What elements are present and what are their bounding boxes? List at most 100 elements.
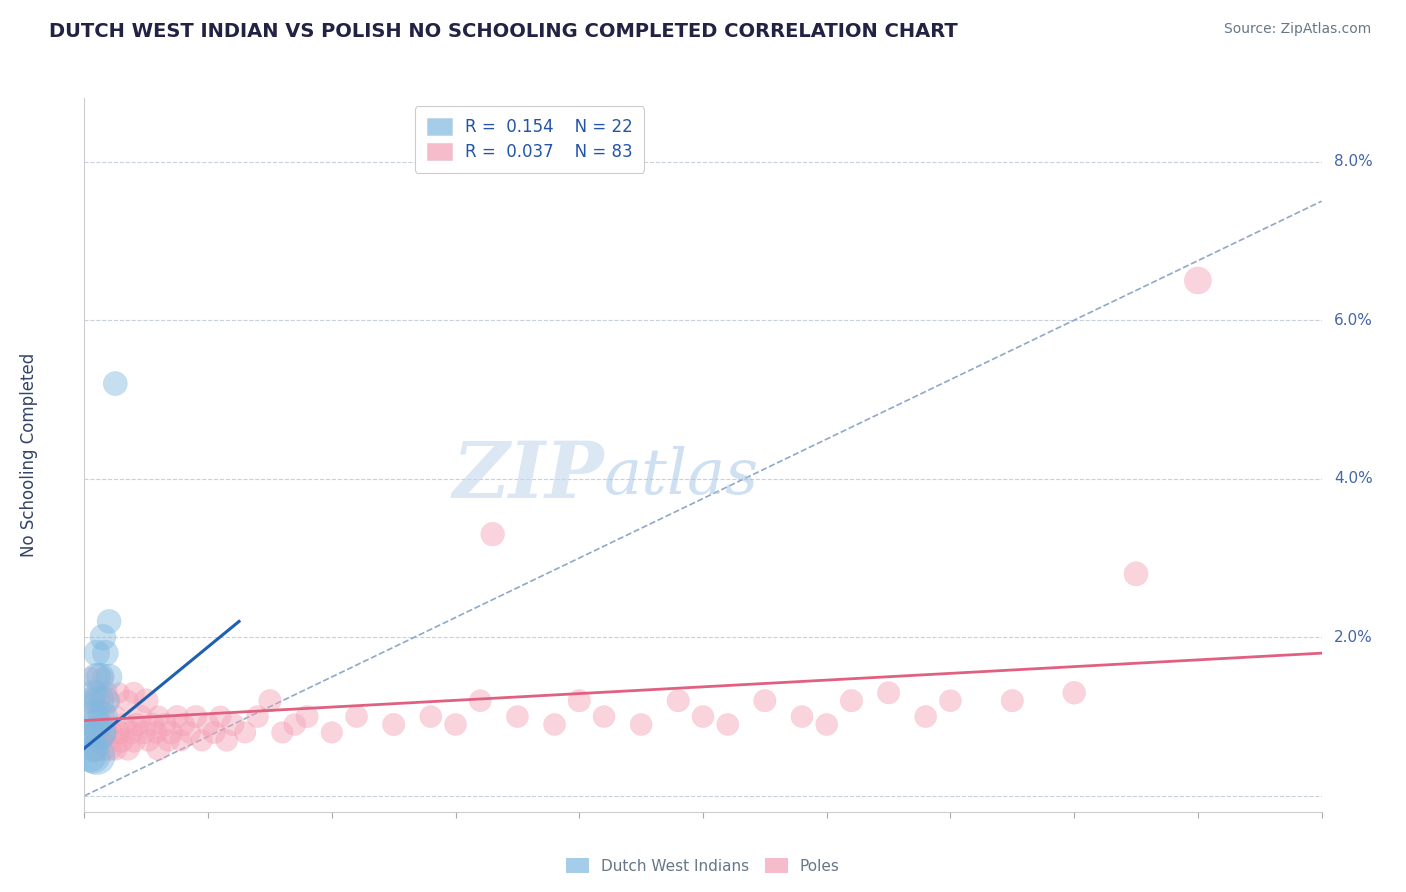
- Point: [98, 694, 121, 708]
- Point: [83, 741, 105, 756]
- Point: [153, 717, 176, 731]
- Legend: Dutch West Indians, Poles: Dutch West Indians, Poles: [560, 852, 846, 880]
- Point: [117, 694, 139, 708]
- Point: [79, 725, 101, 739]
- Point: [593, 709, 616, 723]
- Text: atlas: atlas: [605, 445, 759, 508]
- Point: [346, 709, 368, 723]
- Point: [86, 686, 108, 700]
- Point: [815, 717, 838, 731]
- Point: [104, 709, 127, 723]
- Point: [543, 717, 565, 731]
- Point: [91, 630, 114, 644]
- Legend: R =  0.154    N = 22, R =  0.037    N = 83: R = 0.154 N = 22, R = 0.037 N = 83: [415, 106, 644, 173]
- Point: [79, 725, 101, 739]
- Text: ZIP: ZIP: [453, 438, 605, 515]
- Point: [209, 709, 232, 723]
- Point: [382, 717, 405, 731]
- Point: [122, 733, 145, 747]
- Point: [1001, 694, 1024, 708]
- Point: [692, 709, 714, 723]
- Point: [98, 670, 121, 684]
- Point: [148, 741, 170, 756]
- Point: [321, 725, 343, 739]
- Point: [470, 694, 492, 708]
- Point: [108, 686, 131, 700]
- Point: [94, 646, 117, 660]
- Point: [89, 725, 111, 739]
- Text: No Schooling Completed: No Schooling Completed: [20, 353, 38, 557]
- Point: [170, 733, 193, 747]
- Point: [112, 717, 135, 731]
- Point: [790, 709, 813, 723]
- Point: [89, 694, 111, 708]
- Point: [141, 717, 163, 731]
- Point: [110, 733, 132, 747]
- Point: [83, 686, 105, 700]
- Point: [82, 749, 104, 764]
- Point: [86, 725, 108, 739]
- Point: [83, 741, 105, 756]
- Point: [86, 717, 108, 731]
- Point: [717, 717, 740, 731]
- Point: [104, 741, 127, 756]
- Point: [1125, 566, 1147, 581]
- Point: [86, 749, 108, 764]
- Text: 4.0%: 4.0%: [1334, 471, 1372, 486]
- Point: [271, 725, 294, 739]
- Point: [129, 709, 152, 723]
- Point: [122, 686, 145, 700]
- Point: [89, 733, 111, 747]
- Point: [145, 725, 167, 739]
- Point: [79, 749, 101, 764]
- Point: [419, 709, 441, 723]
- Point: [179, 725, 201, 739]
- Text: Source: ZipAtlas.com: Source: ZipAtlas.com: [1223, 22, 1371, 37]
- Point: [94, 694, 117, 708]
- Point: [481, 527, 503, 541]
- Point: [98, 615, 121, 629]
- Point: [630, 717, 652, 731]
- Text: 8.0%: 8.0%: [1334, 154, 1372, 169]
- Point: [91, 709, 114, 723]
- Point: [191, 733, 214, 747]
- Point: [197, 717, 219, 731]
- Text: DUTCH WEST INDIAN VS POLISH NO SCHOOLING COMPLETED CORRELATION CHART: DUTCH WEST INDIAN VS POLISH NO SCHOOLING…: [49, 22, 957, 41]
- Point: [117, 741, 139, 756]
- Point: [215, 733, 238, 747]
- Point: [841, 694, 863, 708]
- Point: [246, 709, 269, 723]
- Point: [91, 670, 114, 684]
- Point: [120, 725, 142, 739]
- Point: [259, 694, 281, 708]
- Point: [91, 709, 114, 723]
- Text: 6.0%: 6.0%: [1334, 312, 1372, 327]
- Point: [160, 725, 183, 739]
- Point: [877, 686, 900, 700]
- Point: [444, 717, 467, 731]
- Point: [754, 694, 776, 708]
- Point: [83, 709, 105, 723]
- Point: [295, 709, 318, 723]
- Point: [86, 646, 108, 660]
- Point: [89, 725, 111, 739]
- Point: [89, 670, 111, 684]
- Point: [135, 694, 157, 708]
- Point: [166, 709, 188, 723]
- Point: [132, 725, 155, 739]
- Point: [91, 741, 114, 756]
- Point: [125, 717, 148, 731]
- Point: [79, 670, 101, 684]
- Point: [202, 725, 225, 739]
- Point: [82, 709, 104, 723]
- Point: [104, 376, 127, 391]
- Point: [233, 725, 256, 739]
- Point: [172, 717, 194, 731]
- Point: [666, 694, 689, 708]
- Point: [1187, 273, 1209, 287]
- Point: [148, 709, 170, 723]
- Point: [89, 694, 111, 708]
- Point: [96, 725, 118, 739]
- Point: [98, 741, 121, 756]
- Text: 2.0%: 2.0%: [1334, 630, 1372, 645]
